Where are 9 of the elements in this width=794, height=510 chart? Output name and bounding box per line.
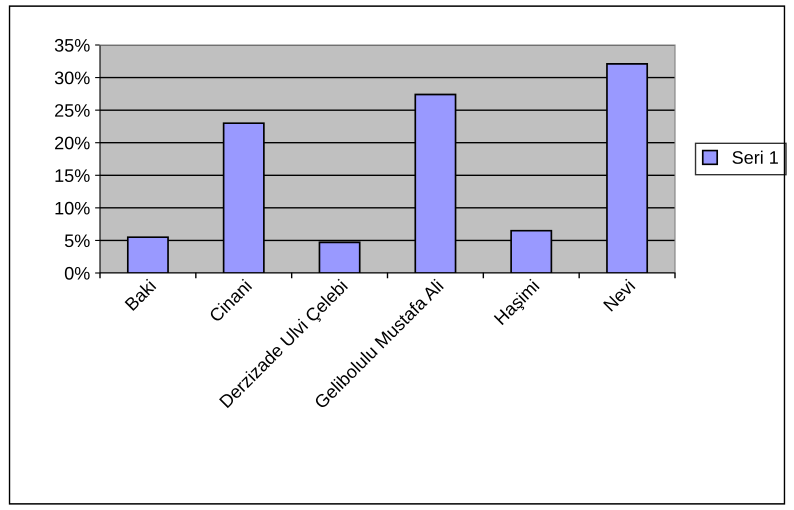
- y-tick-label: 10%: [56, 202, 90, 215]
- y-tick-label: 5%: [64, 234, 90, 248]
- y-tick-label: 25%: [55, 104, 90, 117]
- y-tick-label: 35%: [54, 38, 90, 52]
- legend-label: Seri 1: [732, 150, 778, 164]
- y-tick-label: 15%: [56, 169, 90, 182]
- y-tick-label: 20%: [55, 136, 90, 150]
- y-tick-label: 0%: [64, 266, 90, 280]
- y-tick-label: 30%: [54, 72, 90, 84]
